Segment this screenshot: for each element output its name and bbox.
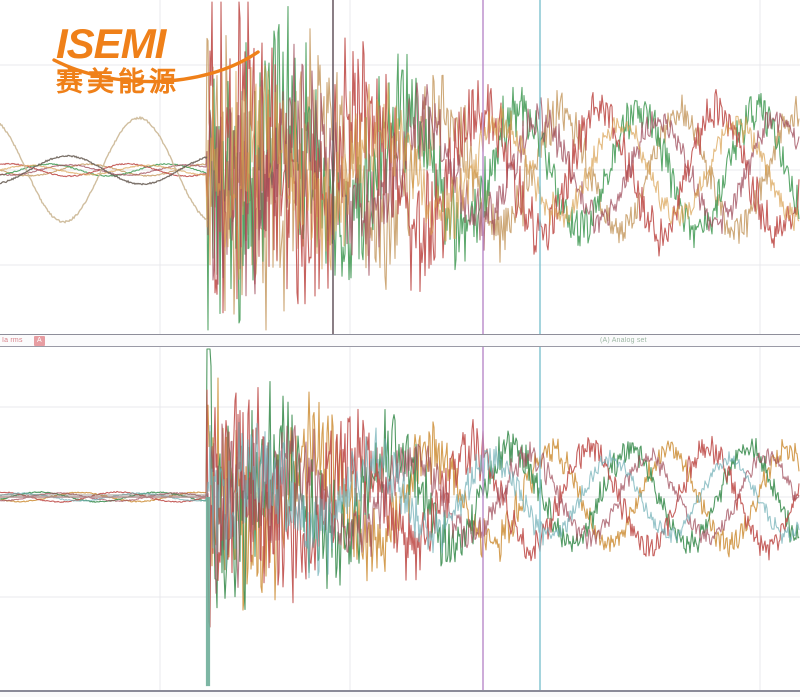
divider-label-chip: A bbox=[34, 336, 45, 346]
waveform-pane-bottom[interactable] bbox=[0, 347, 800, 690]
divider-label-right: (A) Analog set bbox=[600, 337, 647, 344]
viewer-bottom-frame bbox=[0, 690, 800, 697]
pane-divider[interactable]: Ia rms A (A) Analog set bbox=[0, 334, 800, 347]
waveform-plot-bottom[interactable] bbox=[0, 347, 800, 690]
divider-label-left: Ia rms bbox=[2, 337, 23, 344]
waveform-pane-top[interactable] bbox=[0, 0, 800, 334]
waveform-plot-top[interactable] bbox=[0, 0, 800, 334]
